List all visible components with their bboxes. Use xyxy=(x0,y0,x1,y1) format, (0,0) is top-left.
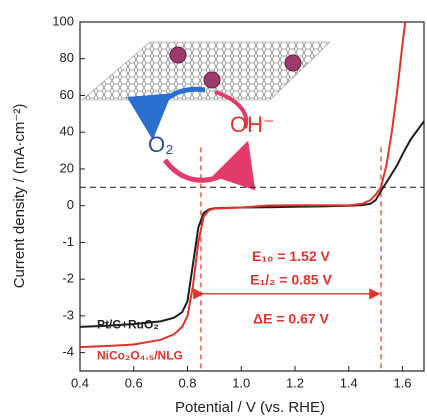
y-tick-label: -4 xyxy=(62,344,74,359)
molecule xyxy=(204,72,220,88)
inset-label: OH⁻ xyxy=(230,112,275,137)
y-tick-label: 0 xyxy=(67,197,74,212)
legend-label: Pt/C+RuO₂ xyxy=(97,317,159,331)
y-tick-label: 60 xyxy=(60,87,74,102)
y-tick-label: 100 xyxy=(52,13,74,28)
y-tick-label: 80 xyxy=(60,50,74,65)
series-line xyxy=(80,121,424,327)
x-tick-label: 0.4 xyxy=(71,375,89,390)
annotation: E₁/₂ = 0.85 V xyxy=(250,272,332,288)
molecule xyxy=(285,55,301,71)
y-tick-label: 20 xyxy=(60,160,74,175)
legend-label: NiCo₂O₄.₅/NLG xyxy=(97,348,183,362)
x-tick-label: 1.0 xyxy=(232,375,250,390)
cycle-arrow xyxy=(165,150,245,180)
y-axis-title: Current density / (mA·cm⁻²) xyxy=(11,104,28,289)
chart: O₂ OH⁻ Potential / V (vs. RHE) Current d… xyxy=(0,0,427,419)
x-tick-label: 0.8 xyxy=(178,375,196,390)
y-tick-label: -1 xyxy=(62,234,74,249)
x-axis-title: Potential / V (vs. RHE) xyxy=(175,399,325,416)
y-tick-label: -3 xyxy=(62,307,74,322)
x-tick-label: 1.4 xyxy=(340,375,358,390)
molecule xyxy=(170,47,186,63)
x-tick-label: 0.6 xyxy=(125,375,143,390)
annotation: E₁₀ = 1.52 V xyxy=(252,248,331,264)
inset-illustration: O₂ OH⁻ xyxy=(82,42,330,180)
y-tick-label: -2 xyxy=(62,271,74,286)
inset-label: O₂ xyxy=(148,132,174,157)
y-tick-label: 40 xyxy=(60,124,74,139)
x-tick-label: 1.6 xyxy=(393,375,411,390)
annotation: ΔE = 0.67 V xyxy=(253,310,329,326)
x-tick-label: 1.2 xyxy=(286,375,304,390)
